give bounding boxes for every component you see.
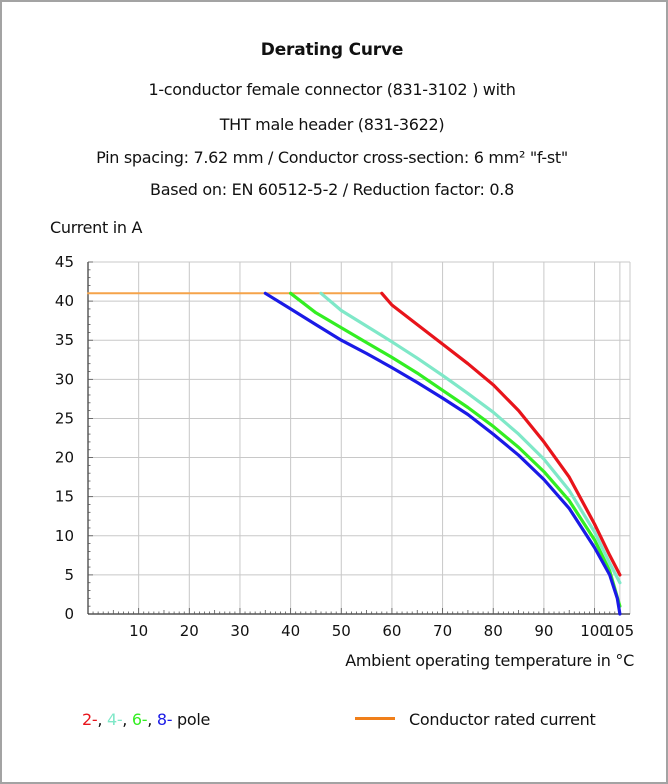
series-line-8 (263, 291, 622, 616)
y-tick-label: 45 (55, 253, 74, 271)
y-tick-label: 20 (55, 449, 74, 467)
y-tick-label: 15 (55, 488, 74, 506)
legend-pole-series: 2-, 4-, 6-, 8- pole (82, 710, 211, 729)
y-tick-label: 35 (55, 331, 74, 349)
y-tick-label: 10 (55, 527, 74, 545)
legend-pole-8: 8- (156, 710, 173, 729)
chart-subtitle-line-1: 1-conductor female connector (831-3102 )… (148, 80, 516, 99)
x-tick-label: 20 (180, 622, 199, 640)
x-tick-label: 10 (129, 622, 148, 640)
series-line-2 (380, 291, 622, 577)
chart-title: Derating Curve (260, 40, 404, 60)
series-line-4 (319, 291, 622, 585)
y-tick-label: 30 (55, 370, 74, 388)
chart-subtitle-line-4: Based on: EN 60512-5-2 / Reduction facto… (150, 180, 514, 199)
chart-subtitle-line-2: THT male header (831-3622) (219, 115, 445, 134)
y-tick-label: 5 (64, 566, 74, 584)
x-tick-label: 80 (484, 622, 503, 640)
chart-subtitle-line-3: Pin spacing: 7.62 mm / Conductor cross-s… (96, 148, 568, 167)
legend-pole-2: 2- (82, 710, 98, 729)
x-tick-label: 90 (534, 622, 553, 640)
y-axis-label: Current in A (50, 218, 143, 237)
y-tick-label: 0 (64, 605, 74, 623)
x-tick-label: 100 (580, 622, 609, 640)
series-line-6 (289, 291, 622, 608)
x-tick-label: 50 (332, 622, 351, 640)
x-tick-label: 30 (230, 622, 249, 640)
legend-pole-6: 6- (131, 710, 148, 729)
y-tick-label: 25 (55, 409, 74, 427)
x-tick-label: 60 (382, 622, 401, 640)
x-axis-label: Ambient operating temperature in °C (345, 651, 634, 670)
legend-rated-swatch (355, 717, 395, 720)
x-tick-label: 70 (433, 622, 452, 640)
legend-pole-suffix: pole (176, 710, 211, 729)
legend-pole-4: 4- (106, 710, 123, 729)
x-tick-label: 40 (281, 622, 300, 640)
legend-rated-label: Conductor rated current (409, 710, 596, 729)
legend-rated-current: Conductor rated current (355, 710, 596, 729)
y-tick-label: 40 (55, 292, 74, 310)
plot-area (88, 262, 630, 614)
x-tick-label: 105 (606, 622, 635, 640)
